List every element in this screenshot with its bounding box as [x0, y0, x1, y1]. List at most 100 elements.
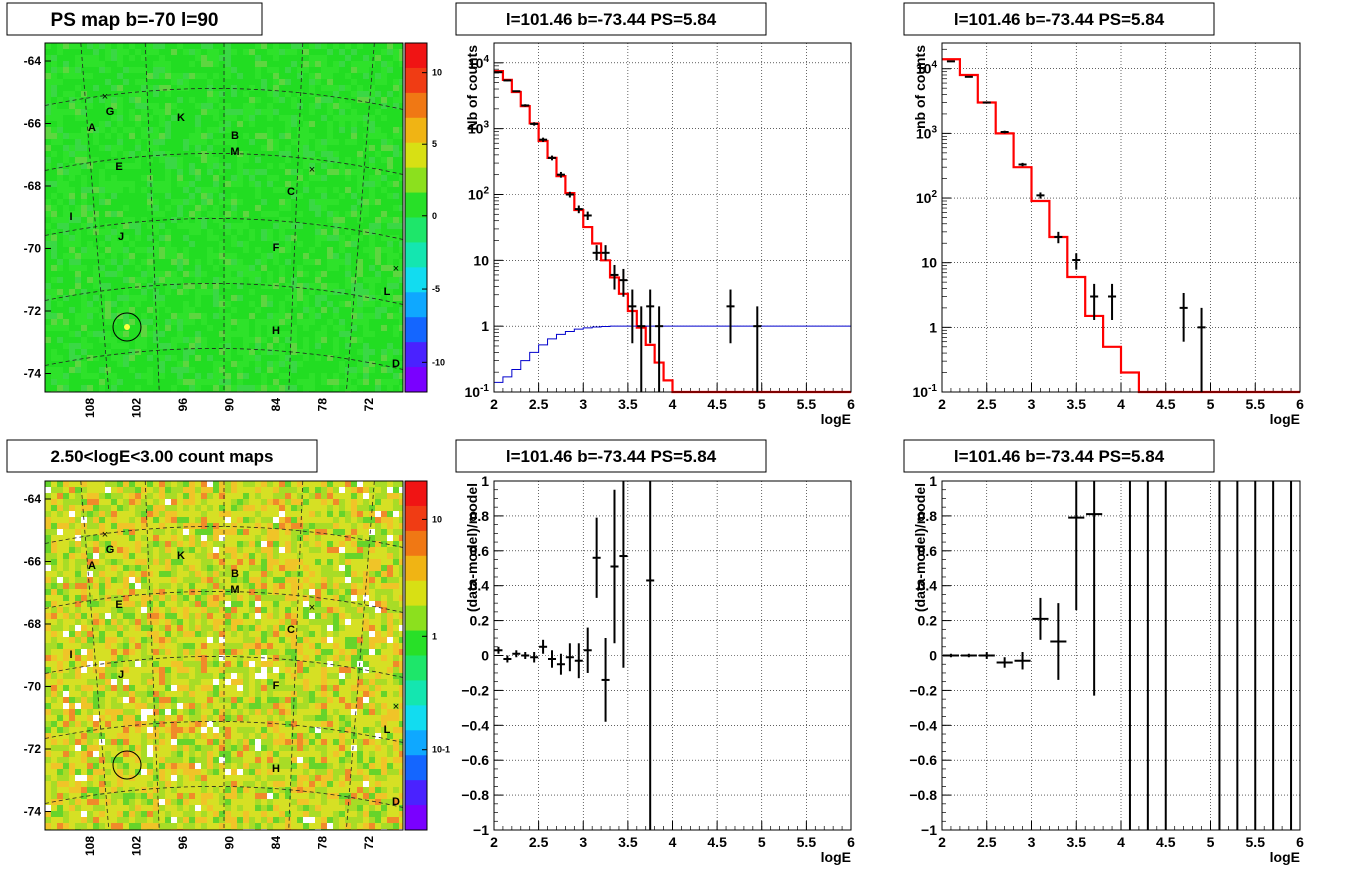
map-pixel: [309, 127, 315, 133]
longitude-line: [345, 42, 375, 393]
map-pixel: [327, 577, 333, 583]
map-pixel: [399, 493, 403, 499]
map-pixel: [57, 169, 63, 175]
map-pixel: [111, 295, 117, 301]
map-pixel: [381, 181, 387, 187]
map-pixel: [129, 103, 135, 109]
map-pixel: [63, 169, 69, 175]
map-pixel: [201, 367, 207, 373]
map-pixel: [99, 127, 105, 133]
map-pixel: [297, 595, 303, 601]
map-pixel: [225, 517, 231, 523]
map-pixel: [147, 505, 153, 511]
map-pixel: [111, 79, 117, 85]
map-pixel: [123, 55, 129, 61]
map-pixel: [225, 61, 231, 67]
map-pixel: [189, 535, 195, 541]
map-pixel: [75, 157, 81, 163]
map-y-tick: -74: [24, 367, 42, 381]
map-pixel: [273, 571, 279, 577]
map-pixel: [327, 193, 333, 199]
map-pixel: [255, 601, 261, 607]
map-pixel: [123, 295, 129, 301]
map-pixel: [225, 229, 231, 235]
map-pixel: [171, 373, 177, 379]
map-pixel: [375, 79, 381, 85]
map-pixel: [321, 175, 327, 181]
map-pixel: [315, 103, 321, 109]
map-pixel: [171, 325, 177, 331]
map-pixel: [249, 259, 255, 265]
map-pixel: [63, 295, 69, 301]
map-pixel: [237, 79, 243, 85]
map-pixel: [207, 325, 213, 331]
map-pixel: [309, 265, 315, 271]
map-pixel: [225, 379, 231, 385]
map-pixel: [123, 121, 129, 127]
map-pixel: [327, 361, 333, 367]
map-pixel: [117, 487, 123, 493]
map-pixel: [171, 259, 177, 265]
map-pixel: [123, 487, 129, 493]
map-pixel: [393, 361, 399, 367]
map-pixel: [57, 43, 63, 49]
map-pixel: [399, 97, 403, 103]
map-pixel: [129, 253, 135, 259]
map-pixel: [249, 499, 255, 505]
map-pixel: [249, 313, 255, 319]
map-pixel: [225, 253, 231, 259]
map-pixel: [93, 199, 99, 205]
map-pixel: [279, 259, 285, 265]
map-pixel: [381, 73, 387, 79]
map-pixel: [261, 601, 267, 607]
map-pixel: [153, 91, 159, 97]
map-pixel: [165, 193, 171, 199]
map-pixel: [243, 259, 249, 265]
map-pixel: [321, 85, 327, 91]
map-pixel: [285, 205, 291, 211]
map-pixel: [69, 601, 75, 607]
map-pixel: [309, 241, 315, 247]
map-frame: [44, 42, 404, 393]
map-pixel: [279, 289, 285, 295]
map-pixel: [147, 613, 153, 619]
map-pixel: [231, 505, 237, 511]
map-pixel: [333, 157, 339, 163]
map-pixel: [51, 295, 57, 301]
map-pixel: [57, 481, 63, 487]
map-pixel: [351, 151, 357, 157]
map-pixel: [135, 535, 141, 541]
map-pixel: [327, 295, 333, 301]
map-pixel: [171, 613, 177, 619]
map-pixel: [387, 205, 393, 211]
map-pixel: [135, 199, 141, 205]
map-pixel: [351, 127, 357, 133]
map-pixel: [153, 97, 159, 103]
map-pixel: [141, 577, 147, 583]
map-pixel: [261, 559, 267, 565]
map-pixel: [255, 565, 261, 571]
map-pixel: [117, 283, 123, 289]
map-pixel: [399, 505, 403, 511]
map-pixel: [69, 139, 75, 145]
map-pixel: [201, 157, 207, 163]
map-pixel: [129, 235, 135, 241]
map-pixel: [105, 133, 111, 139]
map-pixel: [387, 145, 393, 151]
map-pixel: [213, 541, 219, 547]
map-pixel: [243, 373, 249, 379]
map-pixel: [177, 301, 183, 307]
map-pixel: [105, 151, 111, 157]
map-pixel: [273, 265, 279, 271]
map-pixel: [249, 73, 255, 79]
map-pixel: [351, 43, 357, 49]
map-pixel: [297, 259, 303, 265]
map-pixel: [345, 493, 351, 499]
map-pixel: [129, 211, 135, 217]
map-pixel: [309, 295, 315, 301]
map-pixel: [387, 79, 393, 85]
map-pixel: [333, 331, 339, 337]
map-pixel: [219, 67, 225, 73]
map-pixel: [381, 481, 387, 487]
map-pixel: [51, 571, 57, 577]
